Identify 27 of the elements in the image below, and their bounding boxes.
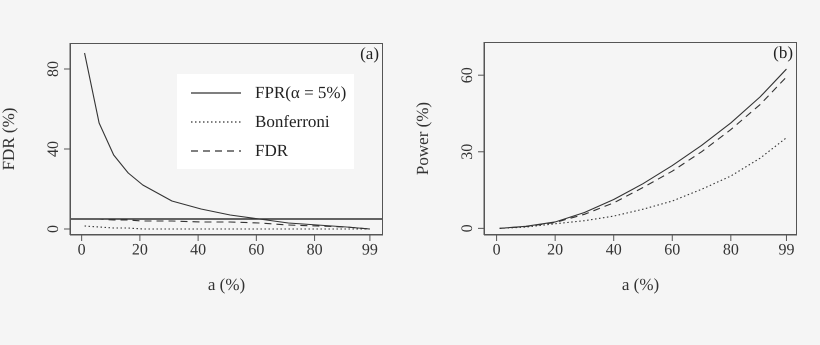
x-tick-label: 99 xyxy=(778,241,794,258)
y-tick-label: 0 xyxy=(459,224,476,232)
x-tick-label: 99 xyxy=(362,241,378,258)
annotation: (a) xyxy=(360,44,379,64)
x-tick-label: 0 xyxy=(78,241,86,258)
x-tick-label: 40 xyxy=(190,241,206,258)
x-tick-label: 0 xyxy=(492,241,501,258)
annotation: (b) xyxy=(773,43,793,63)
x-axis-title: a (%) xyxy=(622,275,660,294)
legend-label: FPR(α = 5%) xyxy=(255,82,346,102)
legend-label: Bonferroni xyxy=(255,112,330,132)
x-tick-label: 20 xyxy=(132,241,148,258)
y-tick-label: 40 xyxy=(45,141,62,157)
y-tick-label: 0 xyxy=(45,225,62,233)
legend-label: FDR xyxy=(255,140,288,160)
x-tick-label: 40 xyxy=(606,241,622,258)
x-tick-label: 60 xyxy=(664,241,680,258)
x-axis-title: a (%) xyxy=(208,275,246,294)
x-tick-label: 60 xyxy=(248,241,264,258)
y-tick-label: 30 xyxy=(459,144,476,160)
y-axis-title: Power (%) xyxy=(413,102,432,176)
y-tick-label: 60 xyxy=(459,67,476,84)
x-tick-label: 80 xyxy=(306,241,323,258)
x-tick-label: 80 xyxy=(722,241,739,258)
y-tick-label: 80 xyxy=(45,61,62,77)
y-axis-title: FDR (%) xyxy=(0,108,18,170)
x-tick-label: 20 xyxy=(547,241,564,258)
